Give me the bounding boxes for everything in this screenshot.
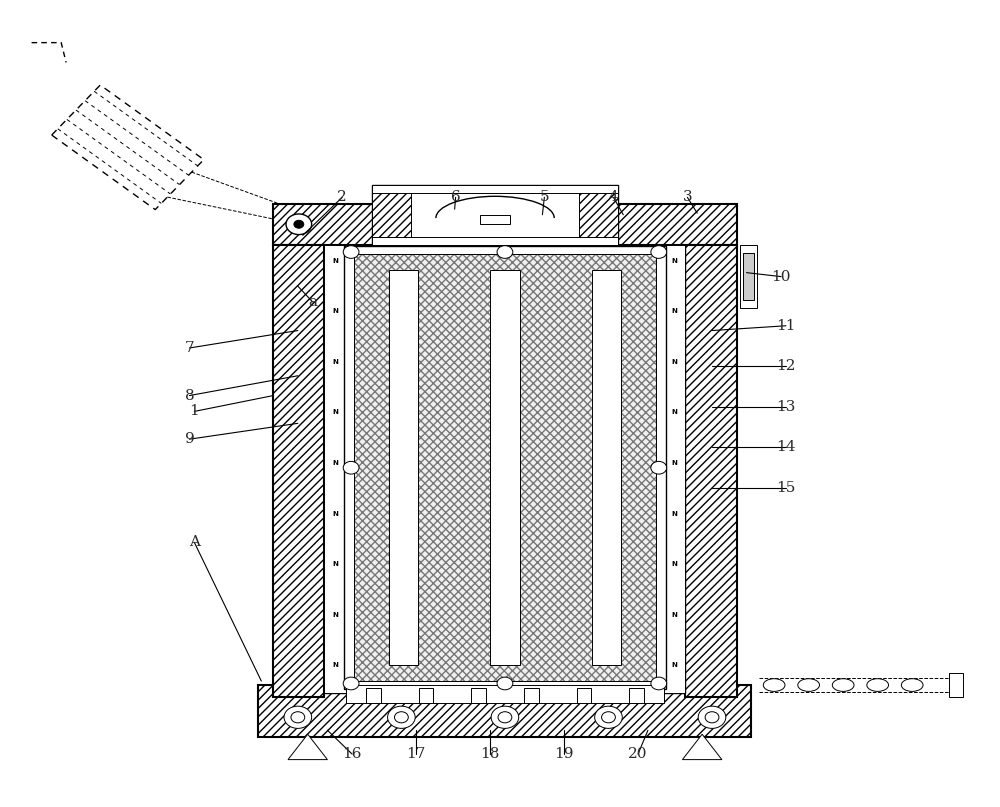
Circle shape <box>651 462 667 474</box>
Text: 14: 14 <box>776 440 796 454</box>
Ellipse shape <box>763 679 785 692</box>
Text: 10: 10 <box>771 270 791 283</box>
Text: A: A <box>189 535 200 550</box>
Text: N: N <box>672 561 677 567</box>
Text: 5: 5 <box>540 190 549 204</box>
Circle shape <box>705 712 719 723</box>
Circle shape <box>498 712 512 723</box>
Bar <box>419 688 433 703</box>
Bar <box>366 688 381 703</box>
Bar <box>273 245 324 697</box>
Text: 18: 18 <box>480 747 500 761</box>
Text: 7: 7 <box>185 341 194 355</box>
Text: 2: 2 <box>337 190 347 204</box>
Circle shape <box>595 706 622 729</box>
Ellipse shape <box>832 679 854 692</box>
Bar <box>372 186 411 245</box>
Circle shape <box>394 712 408 723</box>
Bar <box>490 270 520 665</box>
Text: N: N <box>672 257 677 264</box>
Text: N: N <box>332 511 338 516</box>
Text: 20: 20 <box>628 747 648 761</box>
Circle shape <box>602 712 615 723</box>
Bar <box>344 246 666 689</box>
Circle shape <box>497 677 513 690</box>
Text: 19: 19 <box>554 747 574 761</box>
Circle shape <box>388 706 415 729</box>
Text: N: N <box>332 460 338 466</box>
Ellipse shape <box>867 679 889 692</box>
Bar <box>592 270 621 665</box>
Text: N: N <box>332 359 338 365</box>
Text: N: N <box>672 511 677 516</box>
Bar <box>354 254 656 681</box>
Text: 13: 13 <box>776 399 796 414</box>
Bar <box>372 186 618 194</box>
Circle shape <box>294 220 304 228</box>
Text: 4: 4 <box>609 190 618 204</box>
Text: 9: 9 <box>184 433 194 446</box>
Bar <box>471 688 486 703</box>
Bar <box>273 203 737 245</box>
Bar <box>577 688 591 703</box>
Circle shape <box>291 712 305 723</box>
Circle shape <box>284 706 312 729</box>
Bar <box>949 673 963 697</box>
Bar <box>324 245 685 693</box>
Text: N: N <box>332 409 338 416</box>
Text: a: a <box>308 295 317 309</box>
Circle shape <box>491 706 519 729</box>
Text: N: N <box>672 308 677 314</box>
Circle shape <box>497 245 513 258</box>
Polygon shape <box>682 734 722 759</box>
Bar <box>258 685 751 737</box>
Ellipse shape <box>901 679 923 692</box>
Text: 16: 16 <box>342 747 362 761</box>
Text: 6: 6 <box>451 190 460 204</box>
Circle shape <box>651 245 667 258</box>
Text: N: N <box>672 460 677 466</box>
Text: 15: 15 <box>776 481 796 495</box>
Text: N: N <box>332 663 338 668</box>
Text: N: N <box>672 612 677 617</box>
Circle shape <box>651 677 667 690</box>
Ellipse shape <box>798 679 820 692</box>
Polygon shape <box>288 734 327 759</box>
Text: 3: 3 <box>683 190 692 204</box>
Circle shape <box>343 245 359 258</box>
Text: N: N <box>672 409 677 416</box>
Text: N: N <box>672 663 677 668</box>
Bar <box>346 685 664 703</box>
Text: N: N <box>332 308 338 314</box>
Text: N: N <box>332 612 338 617</box>
Text: N: N <box>332 257 338 264</box>
Circle shape <box>286 214 312 235</box>
Bar <box>354 254 656 681</box>
Text: 11: 11 <box>776 319 796 332</box>
Bar <box>372 237 618 245</box>
Circle shape <box>698 706 726 729</box>
Text: 12: 12 <box>776 359 796 373</box>
Bar <box>524 688 539 703</box>
Circle shape <box>343 462 359 474</box>
Text: 1: 1 <box>189 404 199 419</box>
Bar <box>579 186 618 245</box>
Text: 17: 17 <box>406 747 426 761</box>
Bar <box>685 245 737 697</box>
Bar <box>664 245 685 693</box>
Bar <box>740 245 757 308</box>
Bar <box>372 186 618 245</box>
Bar <box>629 688 644 703</box>
Bar <box>324 245 346 693</box>
Text: 8: 8 <box>185 388 194 403</box>
Bar <box>480 215 510 224</box>
Circle shape <box>343 677 359 690</box>
Bar <box>389 270 418 665</box>
Text: N: N <box>672 359 677 365</box>
Bar <box>743 253 754 300</box>
Text: N: N <box>332 561 338 567</box>
